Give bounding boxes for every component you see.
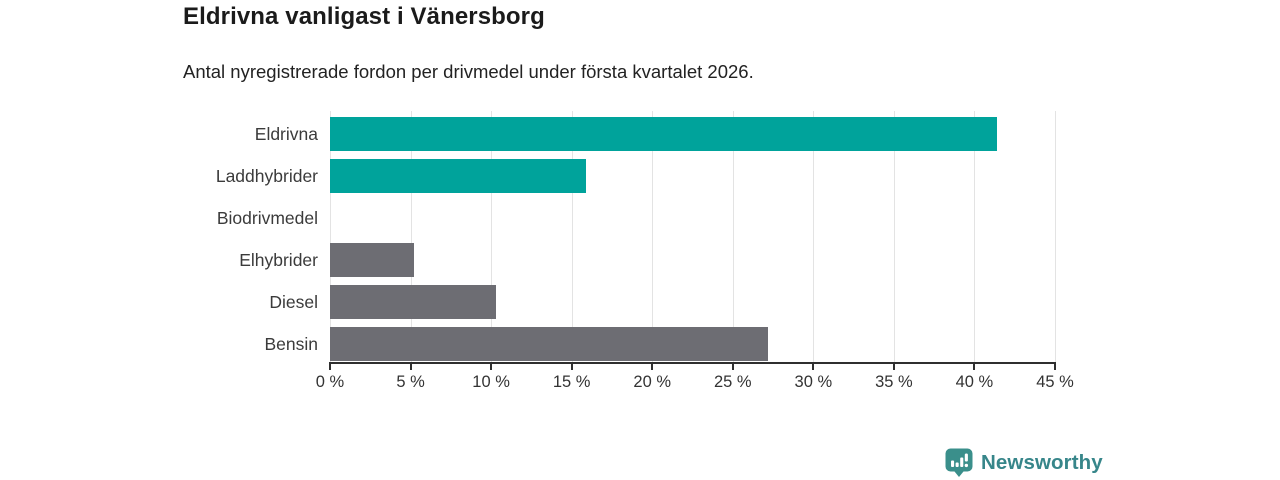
x-axis-tick bbox=[892, 364, 895, 370]
x-axis-tick bbox=[329, 364, 331, 370]
newsworthy-brand: Newsworthy bbox=[944, 447, 1103, 478]
category-label: Diesel bbox=[269, 292, 318, 312]
x-axis-tick bbox=[570, 364, 573, 370]
plot-area bbox=[330, 111, 1056, 363]
bar-laddhybrider bbox=[330, 159, 587, 193]
gridline bbox=[732, 111, 734, 363]
newsworthy-logo-text: Newsworthy bbox=[981, 450, 1103, 474]
x-axis-tick-label: 30 % bbox=[794, 373, 833, 391]
gridline bbox=[571, 111, 573, 363]
x-axis-tick bbox=[409, 364, 412, 370]
category-label: Elhybrider bbox=[239, 250, 318, 270]
bar-chart-speech-bubble-icon bbox=[945, 448, 973, 477]
x-axis-tick-label: 0 % bbox=[315, 373, 345, 391]
gridline bbox=[974, 111, 976, 363]
x-axis-tick-label: 25 % bbox=[713, 373, 752, 391]
x-axis-tick-label: 40 % bbox=[955, 373, 994, 391]
bar-diesel bbox=[330, 285, 496, 319]
x-axis-tick-label: 10 % bbox=[472, 373, 510, 391]
x-axis-tick-label: 15 % bbox=[552, 373, 591, 391]
x-axis-tick bbox=[490, 364, 493, 370]
x-axis-line bbox=[329, 362, 1056, 364]
x-axis-tick bbox=[731, 364, 734, 370]
category-label: Bensin bbox=[264, 334, 318, 354]
bar-eldrivna bbox=[330, 117, 997, 151]
x-axis-tick-label: 35 % bbox=[875, 373, 913, 391]
gridline bbox=[491, 111, 493, 363]
x-axis-tick bbox=[973, 364, 976, 370]
category-label: Biodrivmedel bbox=[216, 208, 318, 228]
bar-elhybrider bbox=[330, 243, 414, 277]
category-label: Laddhybrider bbox=[215, 166, 318, 186]
x-axis-tick-label: 20 % bbox=[633, 373, 672, 391]
x-axis-tick bbox=[651, 364, 654, 370]
x-axis-tick-label: 5 % bbox=[396, 373, 425, 391]
chart-subtitle: Antal nyregistrerade fordon per drivmede… bbox=[183, 61, 754, 82]
category-label: Eldrivna bbox=[254, 124, 318, 144]
x-axis-tick-label: 45 % bbox=[1036, 373, 1074, 391]
chart-title: Eldrivna vanligast i Vänersborg bbox=[183, 3, 545, 30]
x-axis-tick bbox=[1054, 364, 1056, 370]
gridline bbox=[893, 111, 895, 363]
gridline bbox=[813, 111, 815, 363]
gridline bbox=[330, 111, 331, 363]
bar-bensin bbox=[330, 327, 769, 361]
gridline bbox=[1055, 111, 1056, 363]
x-axis-tick bbox=[812, 364, 815, 370]
gridline bbox=[652, 111, 654, 363]
gridline bbox=[410, 111, 412, 363]
